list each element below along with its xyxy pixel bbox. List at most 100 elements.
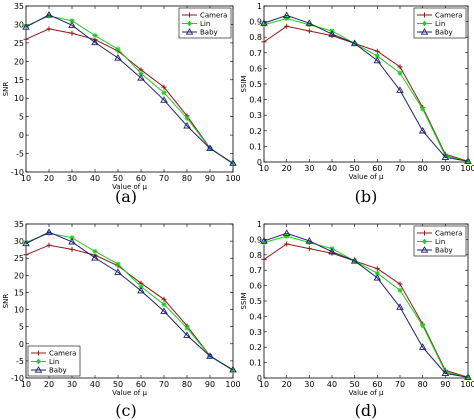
x-tick-label: 90 [205,174,215,183]
marker-p3-s0-2 [306,246,312,252]
marker-p0-s2-3 [91,38,99,46]
marker-p0-s2-8 [206,144,214,152]
x-tick-label: 50 [350,164,360,173]
y-tick-label: 5 [19,113,24,122]
series-line-camera [263,243,469,378]
y-tick-label: 0 [257,374,262,383]
marker-p2-s2-1 [45,228,53,235]
marker-p1-s2-6 [396,86,404,93]
x-tick-label: 40 [327,380,337,389]
marker-p2-s2-7 [183,331,191,338]
marker-p0-s0-1 [46,26,52,32]
panel-caption: (d) [355,401,378,420]
marker-p0-s1-6 [161,90,167,96]
marker-p0-s2-0 [22,23,30,30]
x-axis-label: Value of μ [112,183,147,191]
marker-p1-s2-1 [282,11,291,19]
marker-p0-s2-9 [229,159,237,166]
x-tick-label: 90 [205,380,215,389]
x-tick-label: 30 [304,164,314,173]
marker-p1-s0-6 [397,64,403,70]
marker-p3-s1-5 [374,270,380,276]
marker-p3-s0-5 [374,266,380,272]
marker-p2-s1-9 [230,367,236,373]
panel-caption: (a) [115,187,137,206]
x-tick-label: 70 [159,380,169,389]
marker-p2-s2-6 [160,307,168,314]
marker-p2-s0-6 [161,296,167,302]
marker-p3-s2-8 [441,369,450,377]
marker-p2-s2-0 [22,239,30,247]
marker-p1-s2-2 [305,19,314,26]
x-tick-label: 90 [440,164,450,173]
x-tick-label: 10 [259,164,269,173]
marker-p3-s2-7 [418,343,427,350]
y-tick-label: 15 [14,288,24,297]
marker-p3-s2-9 [464,373,472,380]
y-tick-label: -5 [16,357,24,366]
marker-p0-s1-9 [230,161,236,167]
legend-label-lin: Lin [435,238,445,246]
x-tick-label: 70 [395,380,405,389]
x-tick-label: 20 [44,174,54,183]
legend-label-baby: Baby [435,29,453,37]
x-tick-label: 100 [225,174,240,183]
marker-p3-s2-5 [373,273,382,281]
x-tick-label: 70 [395,164,405,173]
marker-p2-s0-2 [69,246,75,252]
series-line-camera [25,28,234,165]
marker-p1-s1-2 [306,22,312,28]
x-tick-label: 30 [67,174,77,183]
x-tick-label: 50 [113,174,123,183]
y-axis-label: SSIM [240,293,248,310]
marker-p3-s1-1 [284,233,290,239]
x-tick-label: 70 [159,174,169,183]
marker-p2-s0-0 [23,252,29,258]
marker-p1-s1-6 [397,70,403,76]
y-tick-label: 0.7 [249,266,262,275]
y-tick-label: 0.9 [249,18,262,27]
legend-label-lin: Lin [49,358,59,366]
marker-p3-s0-leg [422,230,427,236]
x-tick-label: 40 [90,380,100,389]
y-tick-label: 0.5 [249,297,262,306]
marker-p2-s2-3 [91,253,99,261]
y-tick-label: 30 [14,237,24,246]
y-tick-label: 25 [14,39,24,48]
marker-p3-s1-7 [420,323,426,329]
marker-p0-s0-leg [187,12,192,18]
y-tick-label: 1 [257,220,262,229]
marker-p1-s0-2 [306,28,312,34]
x-tick-label: 90 [440,380,450,389]
x-tick-label: 60 [136,174,146,183]
marker-p1-s2-3 [328,30,336,37]
y-tick-label: 20 [14,271,24,280]
marker-p0-s2-2 [68,21,76,28]
marker-p3-s2-4 [350,257,359,264]
marker-p2-s1-7 [184,325,190,331]
series-line-lin [263,235,469,378]
y-tick-label: 0 [19,340,24,349]
y-tick-label: 0.6 [249,282,262,291]
y-tick-label: 0 [19,131,24,140]
y-axis-label: SNR [2,82,10,97]
series-line-camera [25,244,234,371]
chart-panel-0: 10 20 30 40 50 60 70 80 90 100 -10 -5 0 5 10 15 20 25 30 35… [2,2,241,206]
y-tick-label: 0.4 [249,96,262,105]
marker-p2-s0-1 [46,242,52,248]
x-tick-label: 60 [136,380,146,389]
y-axis-label: SSIM [240,76,248,93]
series-line-baby [263,232,469,378]
marker-p2-s1-3 [92,248,98,254]
marker-p1-s2-7 [418,126,427,134]
y-tick-label: 0.8 [249,251,262,260]
y-tick-label: -10 [11,168,24,177]
y-tick-label: -5 [16,150,24,159]
marker-p3-s2-leg [420,246,429,253]
marker-p3-s0-0 [261,256,267,262]
marker-p2-s1-1 [46,230,52,236]
series-line-lin [263,17,469,162]
marker-p3-s2-1 [282,229,291,236]
marker-p1-s1-0 [261,22,267,28]
